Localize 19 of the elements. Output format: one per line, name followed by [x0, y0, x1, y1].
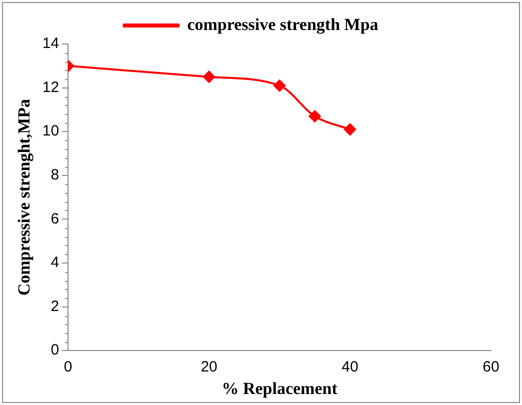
- y-tick-label: 12: [42, 78, 60, 96]
- y-tick-label: 14: [42, 35, 60, 52]
- y-tick-label: 6: [50, 210, 60, 228]
- x-tick-label: 20: [200, 358, 218, 376]
- x-tick-label: 40: [342, 358, 358, 376]
- point: [203, 70, 216, 83]
- y-tick-label: 2: [50, 298, 60, 315]
- y-tick-label: 0: [50, 342, 60, 359]
- legend-label: compressive strength Mpa: [187, 14, 379, 34]
- point: [344, 123, 356, 136]
- x-tick-label: 60: [482, 358, 500, 376]
- y-tick-label: 8: [50, 166, 60, 184]
- y-tick-label: 10: [42, 122, 60, 140]
- y-axis-title: Compressive strenght,MPa: [14, 98, 34, 296]
- point: [274, 80, 286, 92]
- x-tick-label: 0: [64, 358, 72, 376]
- point: [308, 110, 321, 122]
- y-tick-label: 4: [50, 254, 60, 272]
- x-axis-title: % Replacement: [222, 379, 338, 398]
